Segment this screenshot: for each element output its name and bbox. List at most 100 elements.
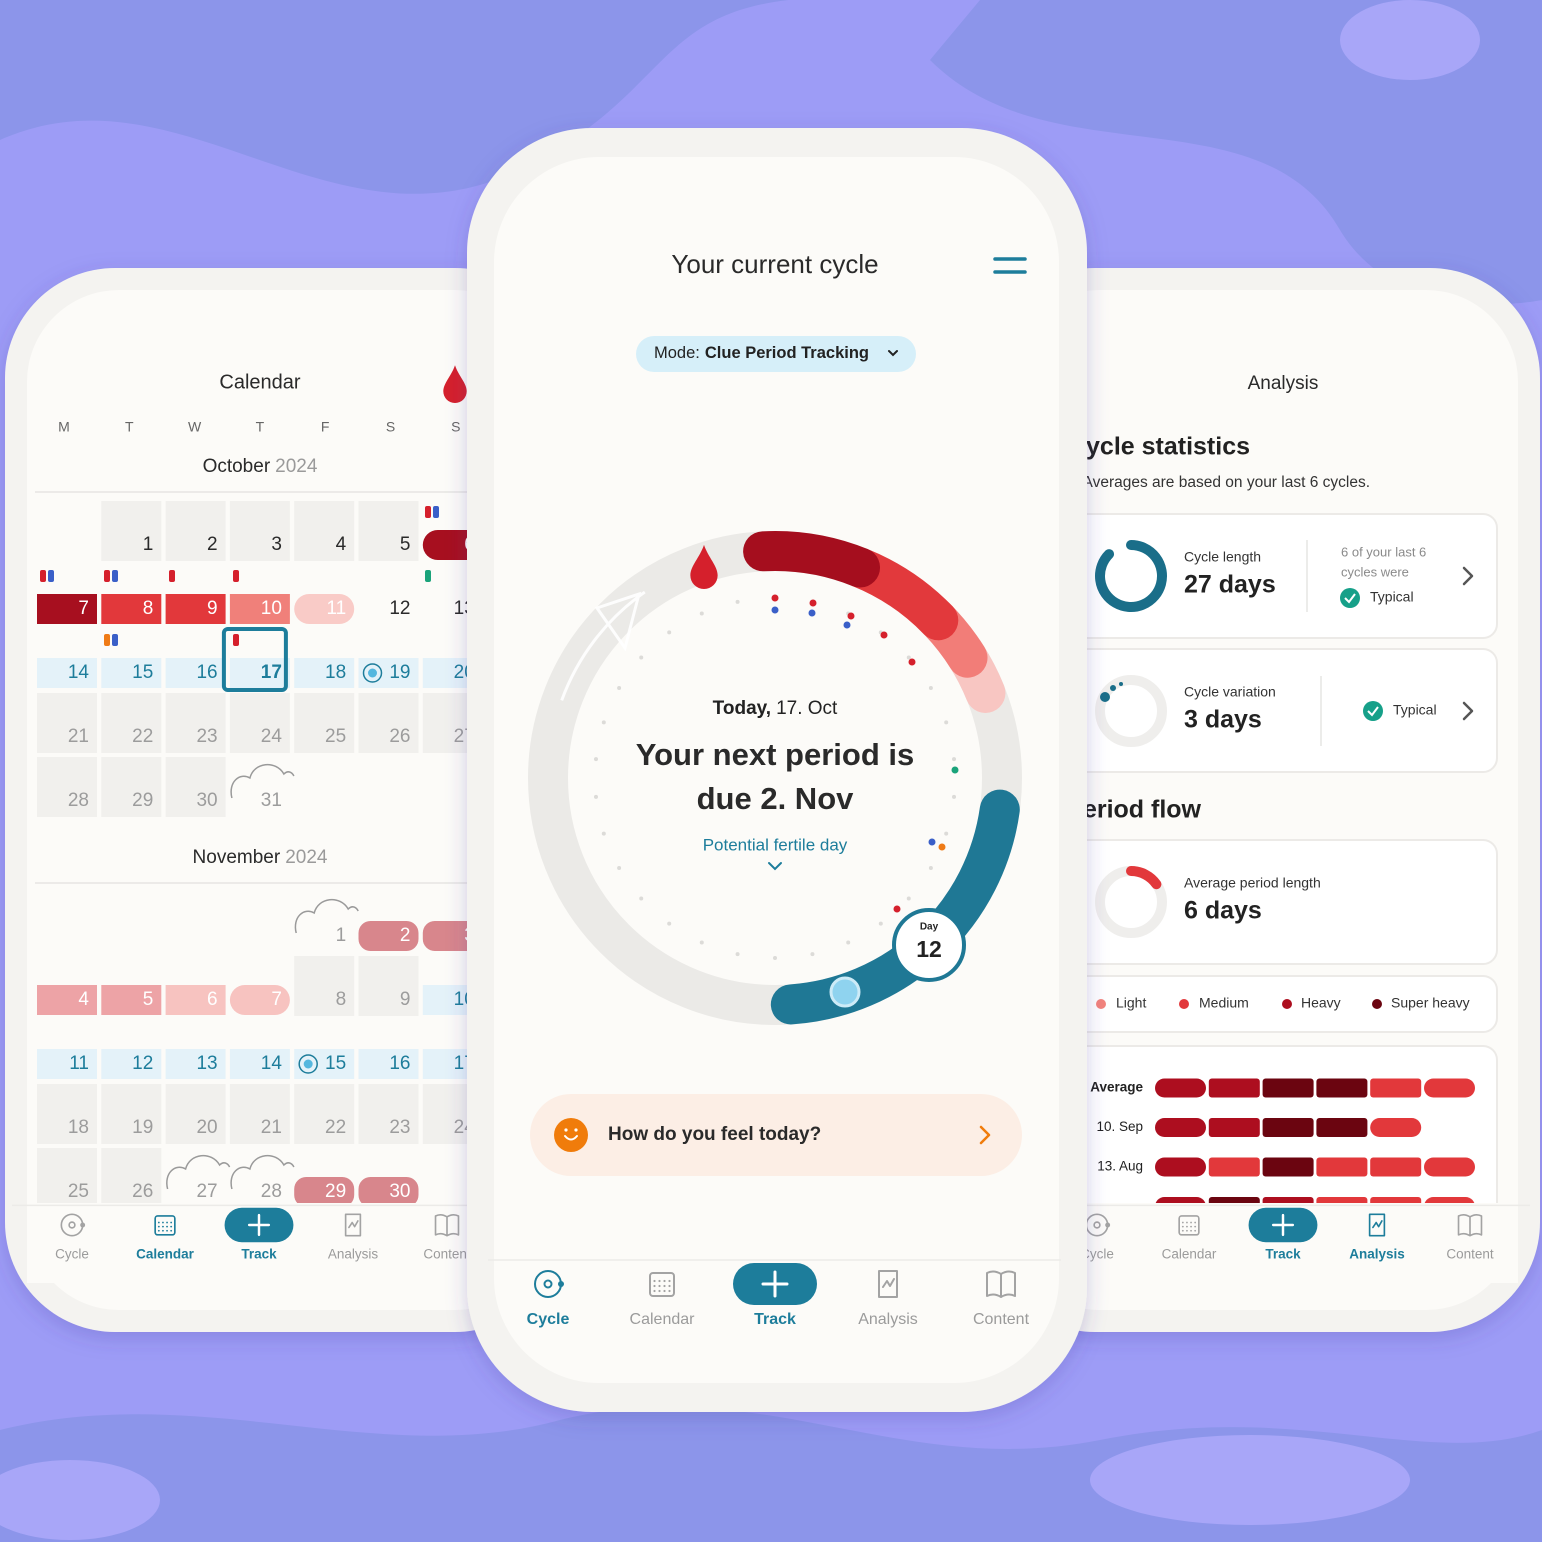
nav-icon[interactable] [162,1229,164,1232]
nav-icon[interactable] [1190,1221,1192,1224]
mode-label[interactable]: Mode: [654,344,700,362]
nav-icon[interactable] [1186,1225,1188,1228]
nav-icon[interactable] [1178,1215,1200,1236]
flow-segment [1370,1157,1422,1177]
nav-icon[interactable] [166,1225,168,1228]
mode-value[interactable]: Clue Period Tracking [705,344,869,362]
nav-icon[interactable] [1181,1225,1184,1228]
day-band [358,1049,419,1079]
nav-icon[interactable] [986,1270,1016,1298]
nav-label[interactable]: Track [1265,1247,1301,1262]
flow-segment [1370,1118,1422,1137]
nav-icon[interactable] [170,1229,173,1232]
nav-label[interactable]: Track [754,1311,796,1328]
nav-label[interactable]: Content [423,1247,471,1262]
nav-icon[interactable] [157,1221,160,1224]
nav-label[interactable]: Content [1446,1247,1494,1262]
check-icon [1340,588,1360,608]
ring-dot [617,686,622,690]
nav-label[interactable]: Calendar [630,1311,696,1328]
mode-pill[interactable] [636,336,916,372]
nav-label[interactable]: Calendar [1162,1247,1217,1262]
day-cell [165,693,226,753]
nav-icon[interactable] [1181,1229,1184,1232]
nav-icon[interactable] [162,1221,164,1224]
nav-icon[interactable] [1194,1229,1197,1232]
nav-icon[interactable] [1368,1213,1386,1237]
nav-icon[interactable] [1194,1225,1197,1228]
nav-icon[interactable] [157,1229,160,1232]
mood-icon[interactable] [564,1128,568,1132]
nav-icon[interactable] [162,1225,164,1228]
nav-icon[interactable] [653,1284,656,1288]
nav-label[interactable]: Cycle [1080,1247,1114,1262]
feel-prompt[interactable]: How do you feel today? [608,1124,821,1145]
nav-icon[interactable] [348,1220,359,1229]
chevron[interactable] [1462,701,1474,721]
nav-icon[interactable] [663,1284,666,1288]
nav-icon[interactable] [649,1272,675,1297]
nav-icon[interactable] [878,1270,898,1298]
nav-icon[interactable] [1186,1221,1188,1224]
nav-icon[interactable] [668,1279,671,1283]
nav-label[interactable]: Cycle [527,1311,570,1328]
nav-icon[interactable] [668,1284,671,1288]
nav-icon[interactable] [658,1279,661,1283]
nav-icon[interactable] [154,1215,176,1236]
nav-icon[interactable] [166,1221,168,1224]
phone-screen [494,157,1059,1383]
menu-button[interactable] [993,257,1027,274]
nav-icon[interactable] [663,1289,666,1293]
nav-icon[interactable] [1181,1221,1184,1224]
nav-label[interactable]: Analysis [1349,1247,1405,1262]
nav-icon[interactable] [658,1289,661,1293]
mode-chevron[interactable] [888,350,898,357]
mood-icon[interactable] [574,1128,578,1132]
nav-icon[interactable] [1372,1220,1383,1229]
nav-icon[interactable] [344,1213,362,1237]
fertile-chevron[interactable] [768,862,782,871]
chevron[interactable] [979,1125,991,1145]
chevron[interactable] [1462,566,1474,586]
nav-icon[interactable] [882,1278,895,1288]
nav-label[interactable]: Calendar [136,1247,195,1262]
nav-icon[interactable] [1271,1213,1295,1237]
nav-icon[interactable] [1194,1221,1197,1224]
fertile-label[interactable]: Potential fertile day [703,835,848,854]
nav-icon[interactable] [668,1289,671,1293]
nav-icon[interactable] [166,1229,168,1232]
nav-icon[interactable] [68,1221,76,1229]
nav-icon[interactable] [1190,1225,1192,1228]
nav-icon[interactable] [653,1289,656,1293]
feel-card[interactable] [530,1094,1022,1176]
nav-icon[interactable] [1186,1229,1188,1232]
nav-icon[interactable] [1093,1221,1101,1229]
nav-icon[interactable] [1190,1229,1192,1232]
nav-label[interactable]: Cycle [55,1247,89,1262]
nav-icon[interactable] [761,1270,789,1298]
nav-label[interactable]: Content [973,1311,1030,1328]
nav-icon[interactable] [170,1225,173,1228]
ring-dot [773,956,777,960]
nav-icon[interactable] [434,1214,460,1237]
nav-icon[interactable] [658,1284,661,1288]
nav-icon[interactable] [1457,1214,1483,1237]
mood-icon[interactable] [554,1118,588,1152]
nav-icon[interactable] [157,1225,160,1228]
nav-icon[interactable] [247,1213,271,1237]
nav-icon[interactable] [80,1222,86,1228]
nav-icon[interactable] [170,1221,173,1224]
nav-icon[interactable] [558,1281,564,1287]
nav-label[interactable]: Analysis [328,1247,379,1262]
day-cell [165,1084,226,1144]
nav-label[interactable]: Analysis [858,1311,918,1328]
mode-text[interactable]: Mode: Clue Period Tracking [654,344,869,362]
day-number: 19 [132,1117,153,1138]
nav-icon[interactable] [663,1279,666,1283]
nav-icon[interactable] [1105,1222,1111,1228]
nav-label[interactable]: Track [241,1247,277,1262]
nav-icon[interactable] [543,1279,553,1289]
nav-icon[interactable] [653,1279,656,1283]
today-text: Today, 17. Oct [713,698,838,719]
mood-icon[interactable] [564,1135,578,1141]
